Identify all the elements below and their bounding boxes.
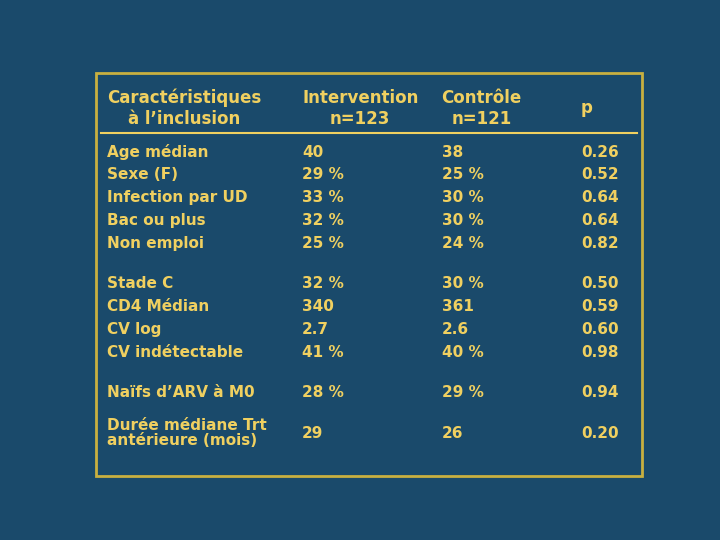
Text: 25 %: 25 %: [302, 236, 344, 251]
Text: Durée médiane Trt: Durée médiane Trt: [107, 418, 266, 433]
Text: 361: 361: [441, 299, 474, 314]
Text: 0.98: 0.98: [581, 345, 618, 360]
Text: Infection par UD: Infection par UD: [107, 191, 247, 205]
Text: 340: 340: [302, 299, 334, 314]
Text: 32 %: 32 %: [302, 276, 344, 292]
Text: CV indétectable: CV indétectable: [107, 345, 243, 360]
Text: Bac ou plus: Bac ou plus: [107, 213, 205, 228]
Text: 24 %: 24 %: [441, 236, 483, 251]
Text: 0.26: 0.26: [581, 145, 618, 160]
Text: 29: 29: [302, 426, 323, 441]
Text: antérieure (mois): antérieure (mois): [107, 433, 257, 448]
Text: 28 %: 28 %: [302, 386, 344, 400]
Text: CV log: CV log: [107, 322, 161, 337]
Text: Contrôle
n=121: Contrôle n=121: [441, 89, 522, 128]
Text: 0.52: 0.52: [581, 167, 618, 183]
Text: 38: 38: [441, 145, 463, 160]
Text: 0.20: 0.20: [581, 426, 618, 441]
Text: Sexe (F): Sexe (F): [107, 167, 178, 183]
Text: 40: 40: [302, 145, 323, 160]
Text: 0.64: 0.64: [581, 213, 618, 228]
Text: 40 %: 40 %: [441, 345, 483, 360]
Text: 0.64: 0.64: [581, 191, 618, 205]
Text: 0.50: 0.50: [581, 276, 618, 292]
Text: 41 %: 41 %: [302, 345, 343, 360]
Text: Age médian: Age médian: [107, 144, 208, 160]
Text: p: p: [581, 99, 593, 118]
Text: 25 %: 25 %: [441, 167, 483, 183]
Text: CD4 Médian: CD4 Médian: [107, 299, 209, 314]
Text: 29 %: 29 %: [302, 167, 344, 183]
Text: Intervention
n=123: Intervention n=123: [302, 89, 418, 128]
Text: 33 %: 33 %: [302, 191, 343, 205]
Text: 0.59: 0.59: [581, 299, 618, 314]
Text: 30 %: 30 %: [441, 213, 483, 228]
Text: 32 %: 32 %: [302, 213, 344, 228]
Text: 0.60: 0.60: [581, 322, 618, 337]
Text: Caractéristiques
à l’inclusion: Caractéristiques à l’inclusion: [107, 89, 261, 128]
Text: 2.6: 2.6: [441, 322, 469, 337]
Text: Naïfs d’ARV à M0: Naïfs d’ARV à M0: [107, 386, 254, 400]
Text: 30 %: 30 %: [441, 191, 483, 205]
Text: 29 %: 29 %: [441, 386, 483, 400]
Text: 2.7: 2.7: [302, 322, 329, 337]
Text: 0.82: 0.82: [581, 236, 618, 251]
Text: Stade C: Stade C: [107, 276, 173, 292]
Text: Non emploi: Non emploi: [107, 236, 204, 251]
Text: 0.94: 0.94: [581, 386, 618, 400]
Text: 30 %: 30 %: [441, 276, 483, 292]
Text: 26: 26: [441, 426, 463, 441]
